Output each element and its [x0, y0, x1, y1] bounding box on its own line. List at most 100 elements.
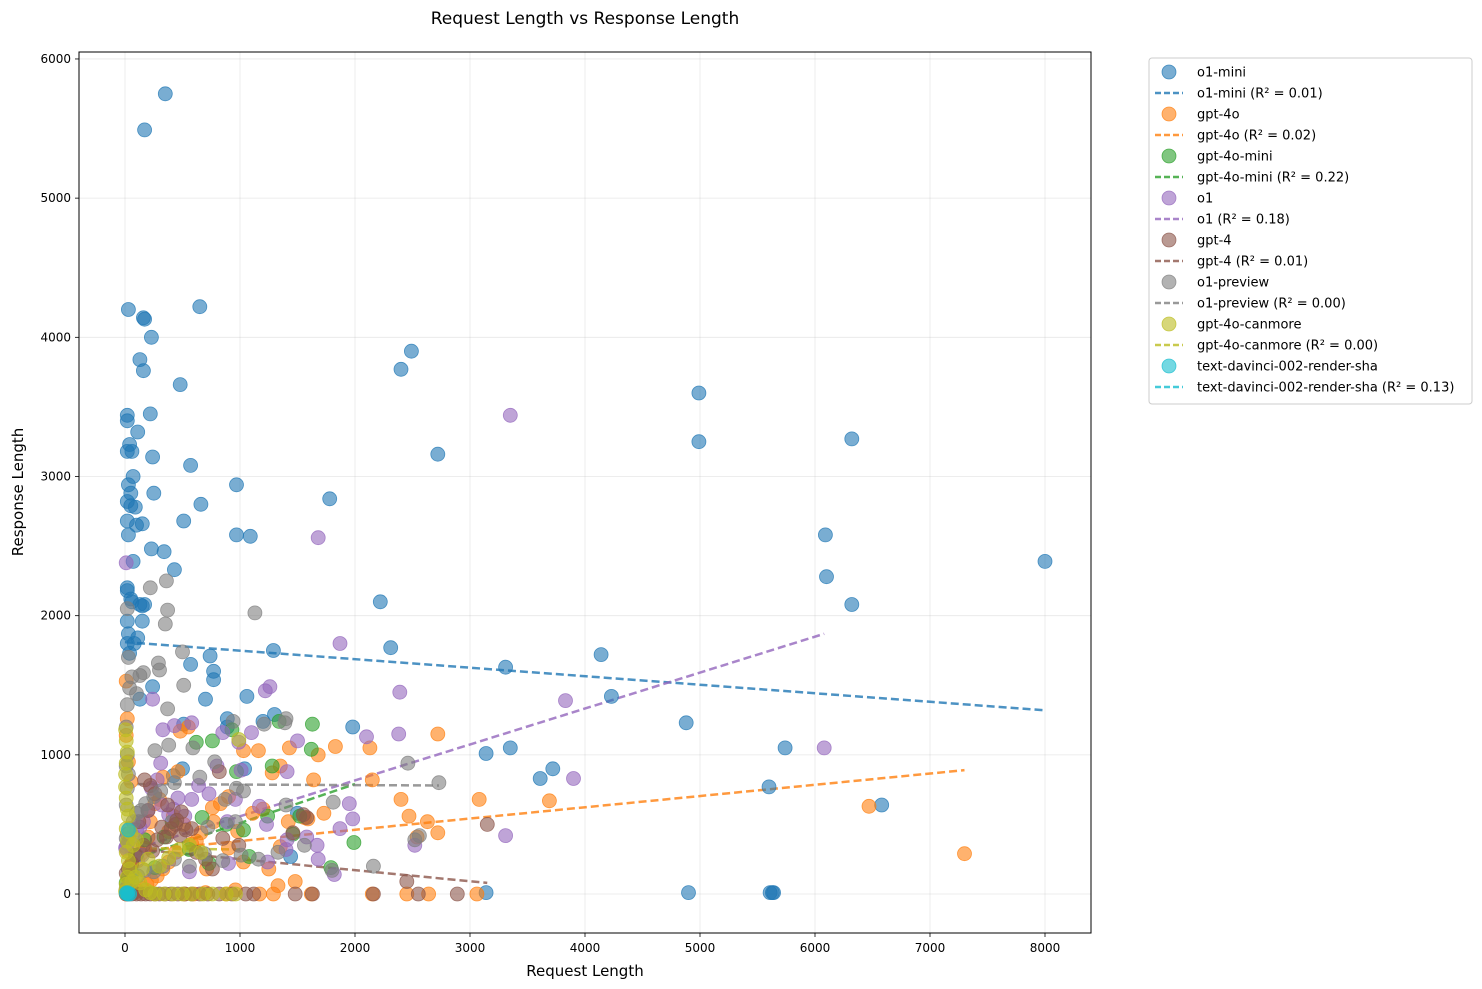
point-o1-mini [430, 446, 446, 462]
point-gpt-4 [285, 825, 301, 841]
point-o1-mini [157, 86, 173, 102]
point-o1-preview [158, 573, 174, 589]
legend-label-o1-mini: o1-mini (R² = 0.01) [1197, 87, 1323, 102]
legend-label-text-davinci-002-render-sha: text-davinci-002-render-sha (R² = 0.13) [1197, 381, 1454, 396]
point-o1-mini [766, 885, 781, 900]
point-gpt-4o-canmore [161, 850, 177, 866]
point-o1 [391, 726, 407, 742]
point-o1 [155, 722, 171, 738]
point-gpt-4o [469, 886, 485, 902]
point-o1 [184, 792, 200, 807]
point-o1-preview [227, 814, 243, 830]
point-o1-preview [296, 837, 312, 853]
x-tick-label: 8000 [1030, 941, 1061, 955]
legend: o1-mini o1-mini (R² = 0.01) gpt-4o gpt-4o (… [1148, 57, 1473, 405]
point-text-davinci-002-render-sha [120, 822, 136, 838]
point-gpt-4 [204, 861, 220, 877]
point-gpt-4o-mini [346, 835, 362, 850]
point-gpt-4o [306, 772, 322, 788]
point-gpt-4 [184, 821, 200, 836]
point-o1-preview [324, 863, 340, 878]
point-o1 [558, 693, 573, 708]
legend-label-gpt-4o: gpt-4o [1197, 108, 1240, 123]
point-o1-mini [403, 343, 419, 359]
legend-box [1148, 57, 1473, 405]
point-o1-preview [225, 714, 241, 729]
point-o1-mini [156, 544, 172, 560]
point-o1-mini [604, 689, 619, 704]
point-o1 [257, 683, 273, 699]
point-o1-mini [818, 527, 833, 543]
point-o1-mini [146, 485, 162, 501]
point-o1-preview [160, 602, 176, 618]
point-o1 [244, 725, 259, 740]
point-o1 [290, 733, 305, 749]
point-o1-mini [202, 648, 218, 664]
point-gpt-4o-canmore [118, 779, 133, 795]
point-o1-preview [407, 832, 423, 848]
point-o1-mini [145, 679, 161, 695]
point-o1-mini [166, 562, 182, 578]
point-o1-preview [160, 701, 176, 717]
point-o1-preview [176, 677, 192, 693]
point-o1 [566, 771, 581, 786]
point-o1-mini [498, 659, 514, 675]
legend-label-gpt-4o-canmore: gpt-4o-canmore (R² = 0.00) [1197, 339, 1378, 354]
point-o1-mini [322, 491, 338, 507]
legend-label-gpt-4: gpt-4 (R² = 0.01) [1197, 255, 1308, 270]
point-o1-mini [145, 449, 161, 465]
legend-label-gpt-4o-mini: gpt-4o-mini [1197, 150, 1273, 165]
point-o1 [184, 715, 200, 731]
point-o1-preview [157, 616, 173, 632]
point-o1-mini [761, 779, 777, 795]
point-gpt-4o-mini [303, 741, 319, 757]
point-o1-mini [265, 643, 281, 658]
point-gpt-4o-mini [204, 733, 220, 749]
x-tick-label: 2000 [340, 941, 371, 955]
data-points [118, 86, 1053, 902]
point-gpt-4 [365, 886, 381, 902]
point-o1-mini [206, 672, 222, 688]
point-gpt-4o-canmore [181, 837, 197, 853]
point-o1-preview [431, 775, 447, 791]
point-o1-preview [250, 851, 266, 867]
point-gpt-4o [419, 814, 435, 830]
x-tick-label: 5000 [685, 941, 716, 955]
point-gpt-4o-canmore [227, 886, 243, 902]
point-o1-preview [152, 662, 167, 678]
x-tick-label: 6000 [800, 941, 831, 955]
legend-label-gpt-4: gpt-4 [1197, 234, 1232, 249]
fit-line-gpt-4o [124, 768, 965, 854]
point-o1-mini [129, 517, 144, 533]
legend-marker-o1 [1161, 190, 1177, 206]
point-o1 [118, 555, 134, 571]
point-gpt-4o [861, 798, 877, 814]
legend-label-o1-preview: o1-preview [1197, 276, 1270, 291]
legend-marker-o1-mini [1161, 64, 1177, 80]
point-gpt-4 [169, 812, 185, 828]
point-o1-mini [777, 740, 793, 756]
point-o1-mini [681, 885, 696, 900]
legend-marker-gpt-4o-canmore [1161, 316, 1177, 332]
legend-label-o1: o1 [1197, 192, 1213, 207]
point-o1-mini [198, 691, 213, 707]
point-o1-mini [229, 477, 244, 493]
point-gpt-4o [430, 726, 446, 742]
point-o1-preview [142, 580, 158, 596]
point-o1 [392, 684, 408, 700]
y-tick-label: 4000 [40, 330, 71, 344]
point-gpt-4 [399, 874, 415, 889]
y-tick-label: 2000 [40, 609, 71, 623]
fit-line-o1 [124, 632, 825, 854]
point-o1-mini [844, 431, 860, 447]
point-o1-mini [137, 311, 153, 327]
point-o1-preview [229, 780, 244, 796]
point-o1-mini [124, 443, 140, 459]
y-tick-label: 5000 [40, 191, 71, 205]
point-o1-preview [166, 775, 182, 791]
point-o1 [153, 755, 169, 771]
point-o1 [259, 817, 274, 832]
point-gpt-4 [479, 817, 495, 832]
point-o1-mini [137, 122, 153, 138]
